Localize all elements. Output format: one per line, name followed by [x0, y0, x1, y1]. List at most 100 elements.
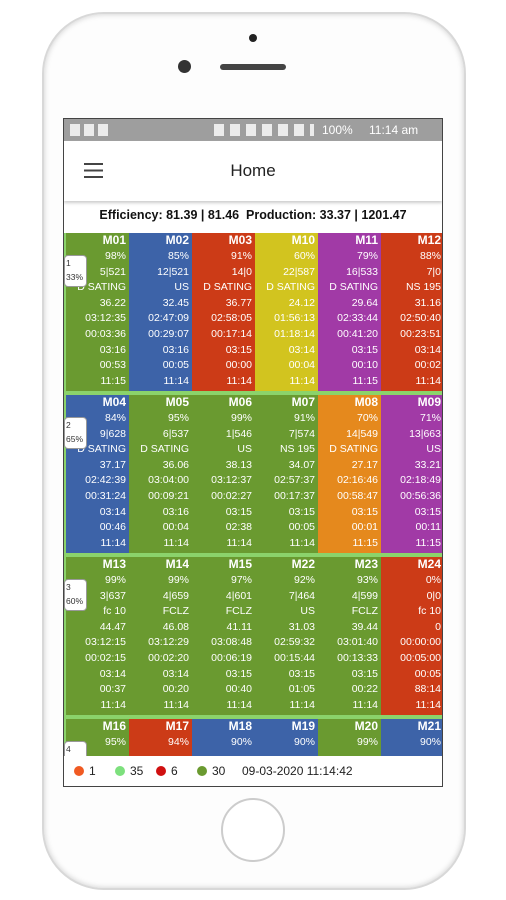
- machine-stat: 00:53: [99, 359, 126, 372]
- machine-stat: 02:33:44: [337, 312, 378, 325]
- machine-cell[interactable]: M12 88% 7|0 NS 195 31.16 02:50:40 00:23:51 03:1…: [381, 233, 442, 391]
- machine-stat: 11:14: [226, 698, 253, 711]
- machine-stat: 70%: [356, 412, 378, 424]
- machine-stat: 00:41:20: [337, 327, 378, 340]
- machine-stat: 11:14: [226, 536, 253, 549]
- machine-stat: 00:02: [414, 359, 441, 372]
- machine-stat: 11:14: [352, 698, 379, 711]
- machine-cell[interactable]: M20 99%: [318, 719, 381, 756]
- title: Home: [230, 161, 276, 180]
- machine-stat: 00:05: [288, 521, 315, 534]
- machine-cell[interactable]: M24 0% 0|0 fc 10 0 00:00:00 00:05:00 00:05 88:14…: [381, 557, 442, 715]
- machine-stat: 36.77: [225, 296, 252, 309]
- time: 11:14 am: [369, 123, 419, 137]
- machine-cell[interactable]: M04 84% 9|628 D SATING 37.17 02:42:39 00:31:24…: [66, 395, 129, 553]
- machine-cell[interactable]: M22 92% 7|464 US 31.03 02:59:32 00:15:44 03:15 0…: [255, 557, 318, 715]
- machine-stat: 46.08: [162, 620, 189, 633]
- machine-name: M18: [228, 719, 252, 733]
- battery: 100%: [322, 123, 353, 137]
- machine-stat: 91%: [230, 250, 252, 262]
- machine-stat: 03:14: [414, 343, 441, 356]
- home-button[interactable]: [221, 798, 285, 862]
- summary: Efficiency: 81.39 | 81.46 Production: 33…: [99, 208, 407, 222]
- machine-name: M20: [354, 719, 378, 733]
- timestamp: 09-03-2020 11:14:42: [242, 764, 353, 778]
- machine-stat: 00:31:24: [85, 489, 126, 502]
- screen: 100% 11:14 am Home Efficiency: 81.39 | 8…: [63, 118, 443, 787]
- machine-stat: 99%: [230, 412, 252, 424]
- machine-stat: FCLZ: [351, 605, 378, 618]
- machine-stat: 00:13:33: [337, 651, 378, 664]
- machine-stat: 11:15: [352, 536, 379, 549]
- machine-stat: US: [237, 443, 252, 456]
- machine-cell[interactable]: M16 95%: [66, 719, 129, 756]
- machine-stat: 14|549: [346, 427, 378, 440]
- machine-stat: 00:20: [162, 683, 189, 696]
- machine-stat: 0: [435, 620, 441, 633]
- status-icons: [70, 124, 110, 136]
- machine-cell[interactable]: M18 90%: [192, 719, 255, 756]
- machine-stat: 03:16: [162, 343, 189, 356]
- machine-cell[interactable]: M09 71% 13|663 US 33.21 02:18:49 00:56:36 03:15…: [381, 395, 442, 553]
- machine-stat: 00:02:27: [211, 489, 252, 502]
- machine-cell[interactable]: M19 90%: [255, 719, 318, 756]
- machine-cell[interactable]: M05 95% 6|537 D SATING 36.06 03:04:00 00:09:21…: [129, 395, 192, 553]
- machine-stat: 02:47:09: [148, 312, 189, 325]
- machine-stat: D SATING: [329, 281, 378, 294]
- machine-stat: 92%: [293, 574, 315, 586]
- front-camera: [178, 60, 191, 73]
- machine-cell[interactable]: M23 93% 4|599 FCLZ 39.44 03:01:40 00:13:33 03:1…: [318, 557, 381, 715]
- machine-cell[interactable]: M17 94%: [129, 719, 192, 756]
- machine-stat: 03:15: [225, 343, 252, 356]
- machine-name: M05: [165, 395, 189, 409]
- machine-cell[interactable]: M10 60% 22|587 D SATING 24.12 01:56:13 01:18:1…: [255, 233, 318, 391]
- machine-name: M03: [228, 233, 252, 247]
- machine-stat: 03:16: [99, 343, 126, 356]
- machine-stat: 31.16: [414, 296, 441, 309]
- machine-stat: 11:14: [163, 374, 190, 387]
- machine-stat: 11:15: [352, 374, 379, 387]
- machine-stat: 11:14: [289, 698, 316, 711]
- machine-stat: NS 195: [279, 443, 315, 456]
- machine-stat: 02:16:46: [337, 474, 378, 487]
- machine-stat: 03:04:00: [148, 474, 189, 487]
- machine-stat: 0|0: [426, 589, 441, 602]
- machine-stat: 02:42:39: [85, 474, 126, 487]
- machine-stat: 00:11: [415, 521, 442, 534]
- machine-stat: 44.47: [99, 620, 126, 633]
- machine-stat: 31.03: [288, 620, 315, 633]
- machine-cell[interactable]: M06 99% 1|546 US 38.13 03:12:37 00:02:27 03:15 0…: [192, 395, 255, 553]
- machine-name: M12: [417, 233, 441, 247]
- machine-stat: 00:56:36: [400, 489, 441, 502]
- machine-cell[interactable]: M02 85% 12|521 US 32.45 02:47:09 00:29:07 03:16…: [129, 233, 192, 391]
- machine-cell[interactable]: M21 90%: [381, 719, 442, 756]
- machine-stat: 0%: [425, 574, 441, 586]
- machine-stat: 5|521: [99, 265, 126, 278]
- machine-cell[interactable]: M08 70% 14|549 D SATING 27.17 02:16:46 00:58:4…: [318, 395, 381, 553]
- machine-stat: NS 195: [405, 281, 441, 294]
- machine-stat: 00:29:07: [148, 327, 189, 340]
- machine-stat: 00:05: [414, 667, 441, 680]
- machine-stat: 00:09:21: [148, 489, 189, 502]
- machine-stat: 39.44: [351, 620, 378, 633]
- machine-stat: 12|521: [157, 265, 189, 278]
- machine-stat: 4|659: [162, 589, 189, 602]
- machine-cell[interactable]: M14 99% 4|659 FCLZ 46.08 03:12:29 00:02:20 03:1…: [129, 557, 192, 715]
- machine-cell[interactable]: M11 79% 16|533 D SATING 29.64 02:33:44 00:41:2…: [318, 233, 381, 391]
- badge-text: 1: [66, 258, 71, 268]
- machine-stat: D SATING: [77, 443, 126, 456]
- machine-stat: 3|637: [99, 589, 126, 602]
- machine-stat: 02:18:49: [400, 474, 441, 487]
- machine-stat: 24.12: [288, 296, 315, 309]
- machine-cell[interactable]: M15 97% 4|601 FCLZ 41.11 03:08:48 00:06:19 03:1…: [192, 557, 255, 715]
- machine-cell[interactable]: M07 91% 7|574 NS 195 34.07 02:57:37 00:17:37 03…: [255, 395, 318, 553]
- machine-stat: 11:14: [163, 536, 190, 549]
- badge-text: 3: [66, 582, 71, 592]
- machine-stat: 03:01:40: [337, 636, 378, 649]
- machine-name: M11: [355, 233, 378, 247]
- menu-button[interactable]: [84, 163, 103, 178]
- machine-stat: 00:05:00: [400, 651, 441, 664]
- machine-stat: FCLZ: [162, 605, 189, 618]
- machine-cell[interactable]: M03 91% 14|0 D SATING 36.77 02:58:05 00:17:14 0…: [192, 233, 255, 391]
